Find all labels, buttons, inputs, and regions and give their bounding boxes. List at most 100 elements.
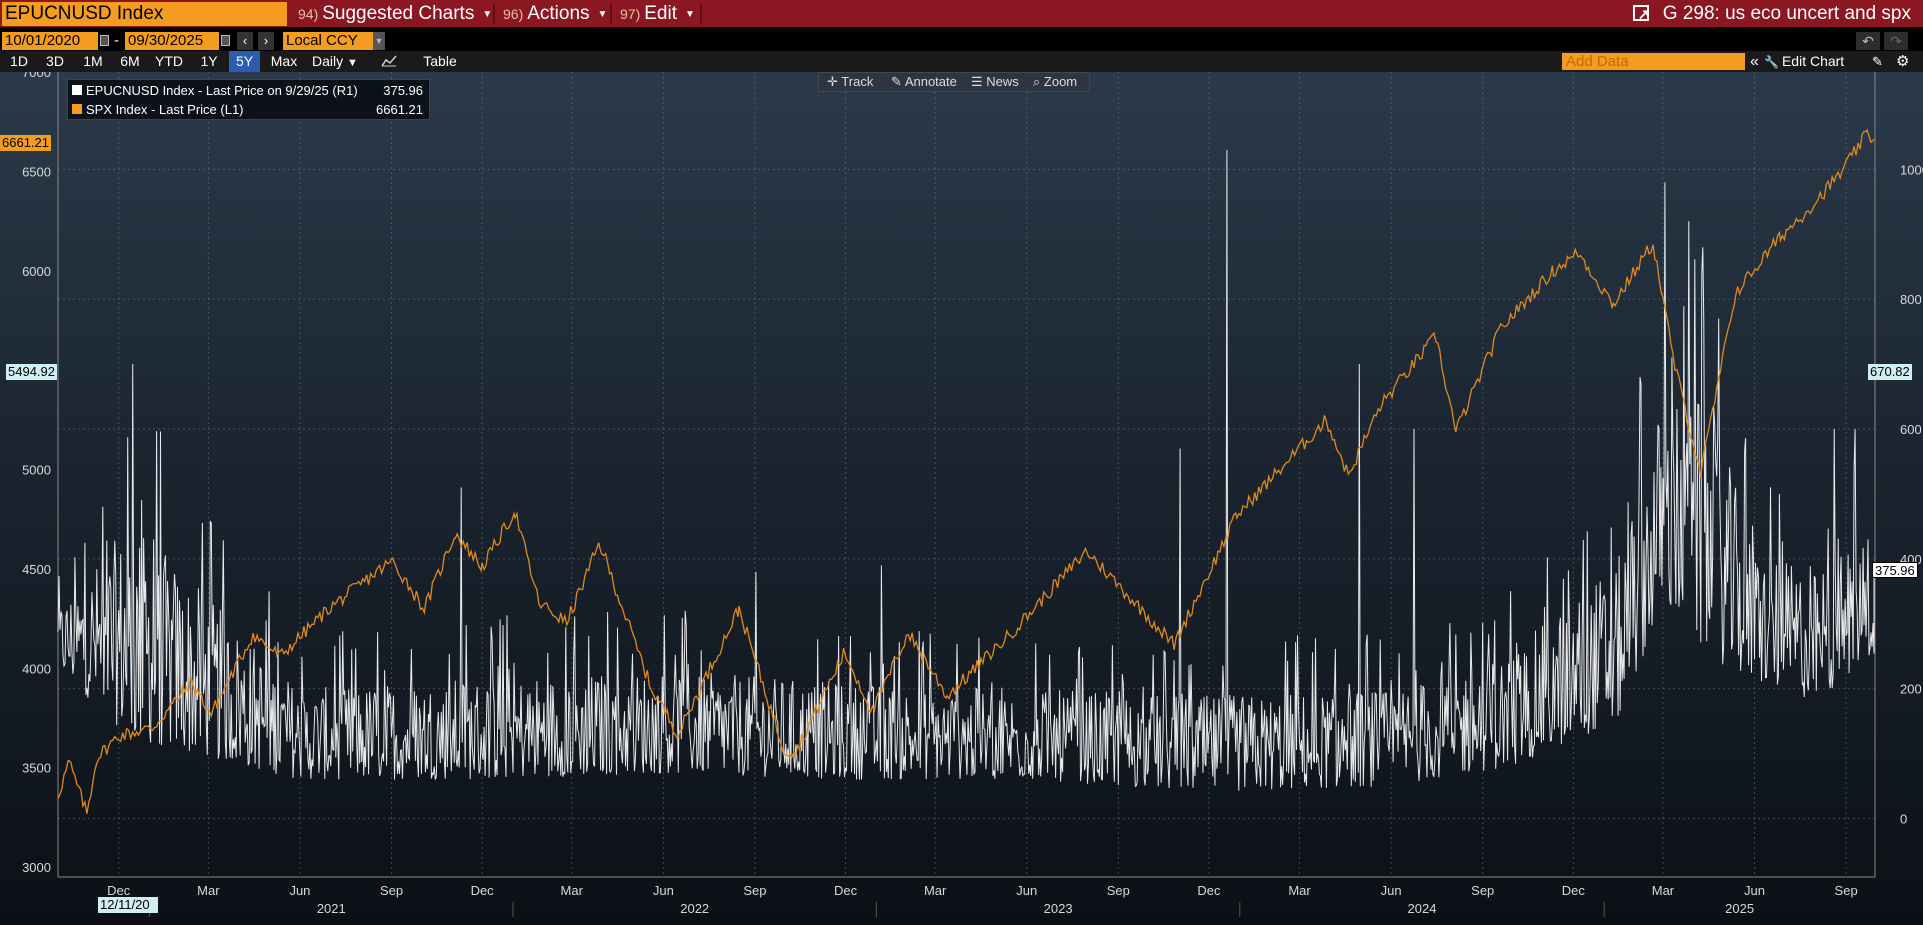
- menu-number: 96): [503, 6, 524, 22]
- y-right-tick-label: 800: [1900, 292, 1922, 307]
- legend-value: 375.96: [383, 83, 423, 98]
- x-tick-label: Jun: [653, 883, 674, 898]
- y-left-tick-label: 7000: [22, 72, 51, 80]
- x-tick-label: Jun: [1744, 883, 1765, 898]
- chart-title[interactable]: G 298: us eco uncert and spx: [1632, 0, 1911, 28]
- spx-last-price-tag: 6661.21: [0, 135, 51, 151]
- ticker-input[interactable]: EPUCNUSD Index: [2, 2, 287, 26]
- y-left-tick-label: 3000: [22, 860, 51, 875]
- x-tick-label: Dec: [834, 883, 858, 898]
- x-tick-label: Sep: [1471, 883, 1494, 898]
- external-link-icon[interactable]: [1632, 1, 1650, 28]
- pencil-icon[interactable]: ✎: [1872, 54, 1883, 69]
- x-tick-label: Sep: [380, 883, 403, 898]
- spx-cursor-tag: 5494.92: [6, 364, 57, 380]
- actions-menu[interactable]: 96) Actions ▼: [503, 0, 607, 27]
- track-tool[interactable]: ✛ Track: [827, 73, 873, 91]
- currency-select[interactable]: Local CCY: [283, 32, 373, 50]
- crosshair-icon: ✛: [827, 74, 838, 89]
- period-1d[interactable]: 1D: [10, 53, 28, 69]
- x-year-label: 2022: [680, 901, 709, 916]
- cursor-date-tag: 12/11/20: [98, 897, 158, 913]
- legend-label: EPUCNUSD Index - Last Price on 9/29/25 (…: [86, 83, 358, 98]
- caret-down-icon: ▼: [347, 57, 358, 69]
- x-tick-label: Jun: [1016, 883, 1037, 898]
- divider: [700, 3, 702, 24]
- x-tick-label: Sep: [1835, 883, 1858, 898]
- x-tick-label: Mar: [1652, 883, 1675, 898]
- legend-swatch: [72, 85, 82, 95]
- chart-tool-strip: ✛ Track ✎ Annotate ☰ News ⌕ Zoom: [818, 72, 1090, 92]
- epu-cursor-tag: 670.82: [1868, 364, 1912, 380]
- prev-arrow-icon[interactable]: ‹: [237, 32, 253, 50]
- news-label: News: [986, 74, 1019, 89]
- add-data-input[interactable]: Add Data: [1562, 53, 1745, 70]
- x-tick-label: Jun: [289, 883, 310, 898]
- y-left-tick-label: 3500: [22, 761, 51, 776]
- annotate-label: Annotate: [904, 74, 957, 89]
- menu-label: Suggested Charts: [322, 3, 475, 24]
- next-arrow-icon[interactable]: ›: [258, 32, 274, 50]
- edit-menu[interactable]: 97) Edit ▼: [620, 0, 695, 27]
- dropdown-arrow-icon[interactable]: ▼: [373, 32, 385, 50]
- y-left-tick-label: 4000: [22, 661, 51, 676]
- magnifier-icon: ⌕: [1033, 74, 1041, 89]
- frequency-label: Daily: [312, 53, 344, 69]
- start-date-field[interactable]: 10/01/2020: [2, 32, 98, 50]
- zoom-label: Zoom: [1043, 74, 1078, 89]
- x-year-label: 2025: [1725, 901, 1754, 916]
- chart-type-icon[interactable]: [378, 51, 400, 72]
- divider: [493, 3, 495, 24]
- redo-icon[interactable]: ↷: [1884, 32, 1908, 50]
- period-3d[interactable]: 3D: [46, 53, 64, 69]
- undo-icon[interactable]: ↶: [1856, 32, 1880, 50]
- period-1y[interactable]: 1Y: [200, 53, 218, 69]
- series-line-epu: [57, 149, 1875, 791]
- end-date-field[interactable]: 09/30/2025: [125, 32, 219, 50]
- menu-number: 97): [620, 6, 641, 22]
- x-tick-label: Dec: [1197, 883, 1221, 898]
- chart-canvas[interactable]: Dec Mar Jun Sep Dec Mar Jun Sep Dec Mar Jun Sep Dec M…: [0, 72, 1923, 925]
- gear-icon[interactable]: ⚙: [1896, 53, 1910, 70]
- chart-title-text: G 298: us eco uncert and spx: [1662, 3, 1911, 24]
- x-tick-label: Dec: [1562, 883, 1586, 898]
- suggested-charts-menu[interactable]: 94) Suggested Charts ▼: [298, 0, 492, 27]
- y-left-tick-label: 5000: [22, 463, 51, 478]
- period-row: 1D 3D 1M 6M YTD 1Y 5Y Max Daily ▼ Table …: [0, 51, 1923, 72]
- y-right-tick-label: 1000: [1900, 162, 1923, 177]
- news-icon: ☰: [971, 74, 983, 89]
- x-year-label: 2021: [317, 901, 346, 916]
- calendar-icon[interactable]: [100, 35, 109, 46]
- caret-down-icon: ▼: [597, 9, 608, 20]
- x-year-label: 2023: [1044, 901, 1073, 916]
- collapse-icon[interactable]: «: [1750, 53, 1759, 70]
- date-row: 10/01/2020 - 09/30/2025 ‹ › Local CCY ▼ …: [0, 29, 1923, 51]
- chart-area[interactable]: Dec Mar Jun Sep Dec Mar Jun Sep Dec Mar Jun Sep Dec M…: [0, 72, 1923, 925]
- frequency-select[interactable]: Daily ▼: [306, 51, 364, 72]
- period-max[interactable]: Max: [270, 53, 298, 69]
- y-left-tick-label: 6000: [22, 264, 51, 279]
- period-5y[interactable]: 5Y: [229, 51, 260, 72]
- edit-chart-label: Edit Chart: [1781, 53, 1845, 69]
- caret-down-icon: ▼: [684, 9, 695, 20]
- news-tool[interactable]: ☰ News: [971, 73, 1019, 91]
- wrench-icon: 🔧: [1764, 55, 1779, 69]
- period-6m[interactable]: 6M: [120, 53, 140, 69]
- calendar-icon[interactable]: [221, 35, 230, 46]
- x-year-label: 2024: [1408, 901, 1437, 916]
- x-tick-label: Mar: [1288, 883, 1311, 898]
- y-right-tick-label: 600: [1900, 422, 1922, 437]
- annotate-tool[interactable]: ✎ Annotate: [891, 73, 957, 91]
- legend-item-epu: EPUCNUSD Index - Last Price on 9/29/25 (…: [68, 82, 429, 99]
- period-ytd[interactable]: YTD: [155, 53, 183, 69]
- period-1m[interactable]: 1M: [83, 53, 103, 69]
- edit-chart-button[interactable]: 🔧 Edit Chart: [1764, 51, 1844, 72]
- table-button[interactable]: Table: [423, 53, 457, 69]
- y-right-tick-label: 200: [1900, 682, 1922, 697]
- caret-down-icon: ▼: [482, 9, 493, 20]
- zoom-tool[interactable]: ⌕ Zoom: [1033, 73, 1077, 91]
- y-left-tick-label: 6500: [22, 164, 51, 179]
- menu-label: Actions: [527, 3, 590, 24]
- menu-number: 94): [298, 6, 319, 22]
- x-tick-label: Mar: [197, 883, 220, 898]
